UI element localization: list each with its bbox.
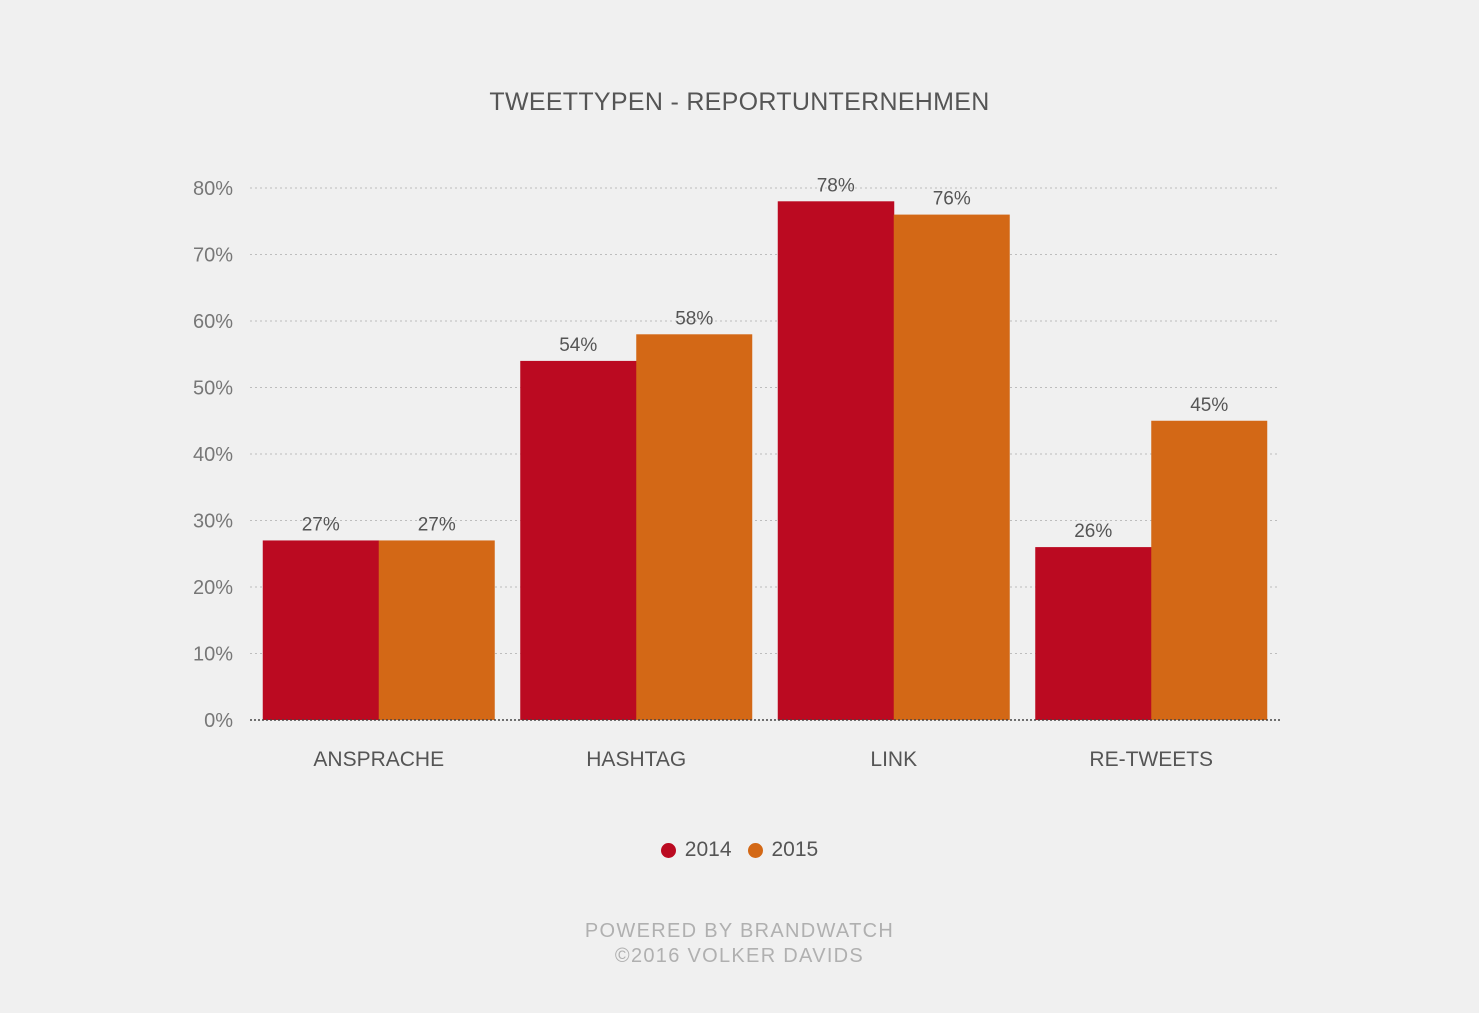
bar-link-2015: [893, 214, 1010, 720]
bar-hashtag-2015: [636, 334, 753, 720]
bars: [262, 201, 1268, 721]
data-label-hashtag-2014: 54%: [559, 335, 597, 356]
x-category-hashtag: HASHTAG: [586, 748, 686, 771]
legend: 2014 2015: [0, 838, 1479, 862]
chart-title: TWEETTYPEN - REPORTUNTERNEHMEN: [489, 88, 990, 116]
x-category-ansprache: ANSPRACHE: [313, 748, 444, 771]
bar-link-2014: [777, 201, 895, 721]
y-tick-label-20: 20%: [193, 577, 233, 599]
footer-powered-by: POWERED BY BRANDWATCH: [584, 920, 895, 942]
data-label-re-tweets-2015: 45%: [1190, 395, 1228, 416]
data-label-ansprache-2015: 27%: [418, 514, 456, 535]
legend-item-2014[interactable]: 2014: [660, 838, 732, 862]
legend-dot-2014: [660, 842, 676, 858]
legend-dot-2015: [747, 842, 763, 858]
y-tick-label-60: 60%: [193, 311, 233, 333]
x-category-re-tweets: RE-TWEETS: [1089, 748, 1213, 771]
x-category-link: LINK: [870, 748, 917, 771]
bar-ansprache-2015: [378, 540, 495, 720]
y-tick-label-30: 30%: [193, 511, 233, 533]
legend-label-2014: 2014: [684, 838, 732, 861]
y-tick-label-70: 70%: [193, 245, 233, 267]
x-axis-categories: ANSPRACHE HASHTAG LINK RE-TWEETS: [313, 748, 1213, 771]
y-tick-label-50: 50%: [193, 378, 233, 400]
data-label-link-2015: 76%: [933, 189, 971, 210]
data-labels: 27% 27% 54% 58% 78% 76% 26% 45%: [302, 175, 1229, 542]
bar-hashtag-2014: [520, 360, 637, 720]
y-axis-ticks: 0% 10% 20% 30% 40% 50% 60% 70% 80%: [193, 178, 233, 732]
data-label-ansprache-2014: 27%: [302, 514, 340, 535]
data-label-re-tweets-2014: 26%: [1074, 521, 1112, 542]
y-tick-label-10: 10%: [193, 644, 233, 666]
footer-copyright: ©2016 VOLKER DAVIDS: [614, 945, 865, 967]
legend-item-2015[interactable]: 2015: [747, 838, 819, 862]
y-tick-label-80: 80%: [193, 178, 233, 200]
footer: POWERED BY BRANDWATCH ©2016 VOLKER DAVID…: [0, 919, 1479, 969]
data-label-link-2014: 78%: [817, 175, 855, 196]
y-tick-label-40: 40%: [193, 444, 233, 466]
data-label-hashtag-2015: 58%: [675, 308, 713, 329]
bar-ansprache-2014: [262, 540, 380, 720]
bar-re-tweets-2015: [1151, 420, 1268, 720]
y-tick-label-0: 0%: [204, 710, 233, 732]
legend-label-2015: 2015: [771, 838, 819, 861]
bar-re-tweets-2014: [1035, 547, 1152, 720]
